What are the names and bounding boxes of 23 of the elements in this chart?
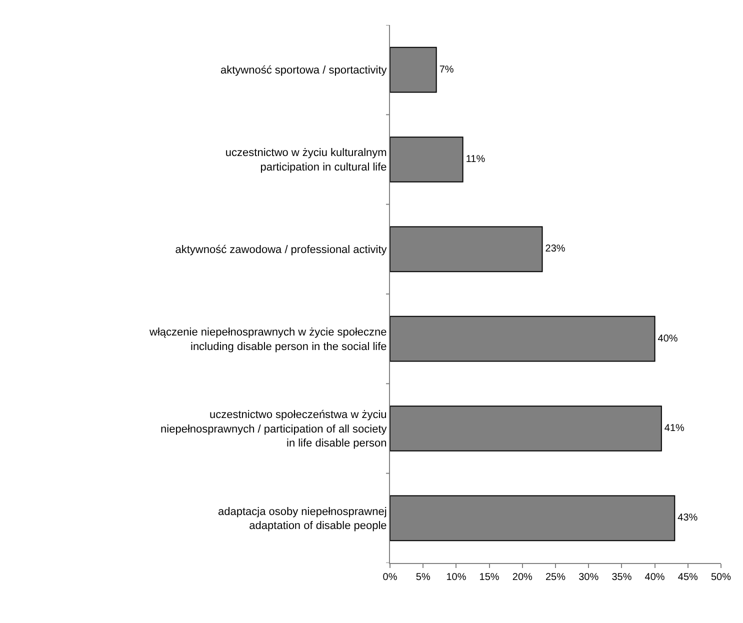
x-tick-label: 25% <box>545 572 566 583</box>
x-tick-label: 5% <box>416 572 430 583</box>
y-tick-label: adaptacja osoby niepełnosprawnej adaptation of disable people <box>218 506 387 532</box>
x-tick-label: 30% <box>578 572 599 583</box>
data-label: 40% <box>658 333 678 344</box>
data-label: 41% <box>664 423 685 434</box>
x-tick-label: 0% <box>382 572 398 583</box>
x-tick-label: 35% <box>612 572 632 583</box>
y-tick-label: aktywność sportowa / sportactivity <box>220 64 388 77</box>
y-tick-label: uczestnictwo w życiu kulturalnym participation in cultural life <box>225 147 387 174</box>
x-tick-label: 40% <box>644 572 665 583</box>
x-tick-label: 50% <box>710 572 732 583</box>
data-label: 23% <box>545 244 566 255</box>
x-tick-label: 15% <box>479 572 500 583</box>
x-tick-label: 45% <box>678 572 698 583</box>
y-tick-label: uczestnictwo społeczeństwa w życiu niepełnosprawnych / participation of all society in life disable person <box>160 409 388 450</box>
data-label: 7% <box>439 64 454 76</box>
y-tick-label: włączenie niepełnosprawnych w życie społeczne including disable person in the social life <box>148 326 387 353</box>
data-label: 43% <box>678 512 698 524</box>
x-tick-label: 20% <box>512 572 533 583</box>
y-tick-label: aktywność zawodowa / professional activity <box>175 244 388 256</box>
x-tick-label: 10% <box>446 572 466 583</box>
data-label: 11% <box>466 154 486 165</box>
